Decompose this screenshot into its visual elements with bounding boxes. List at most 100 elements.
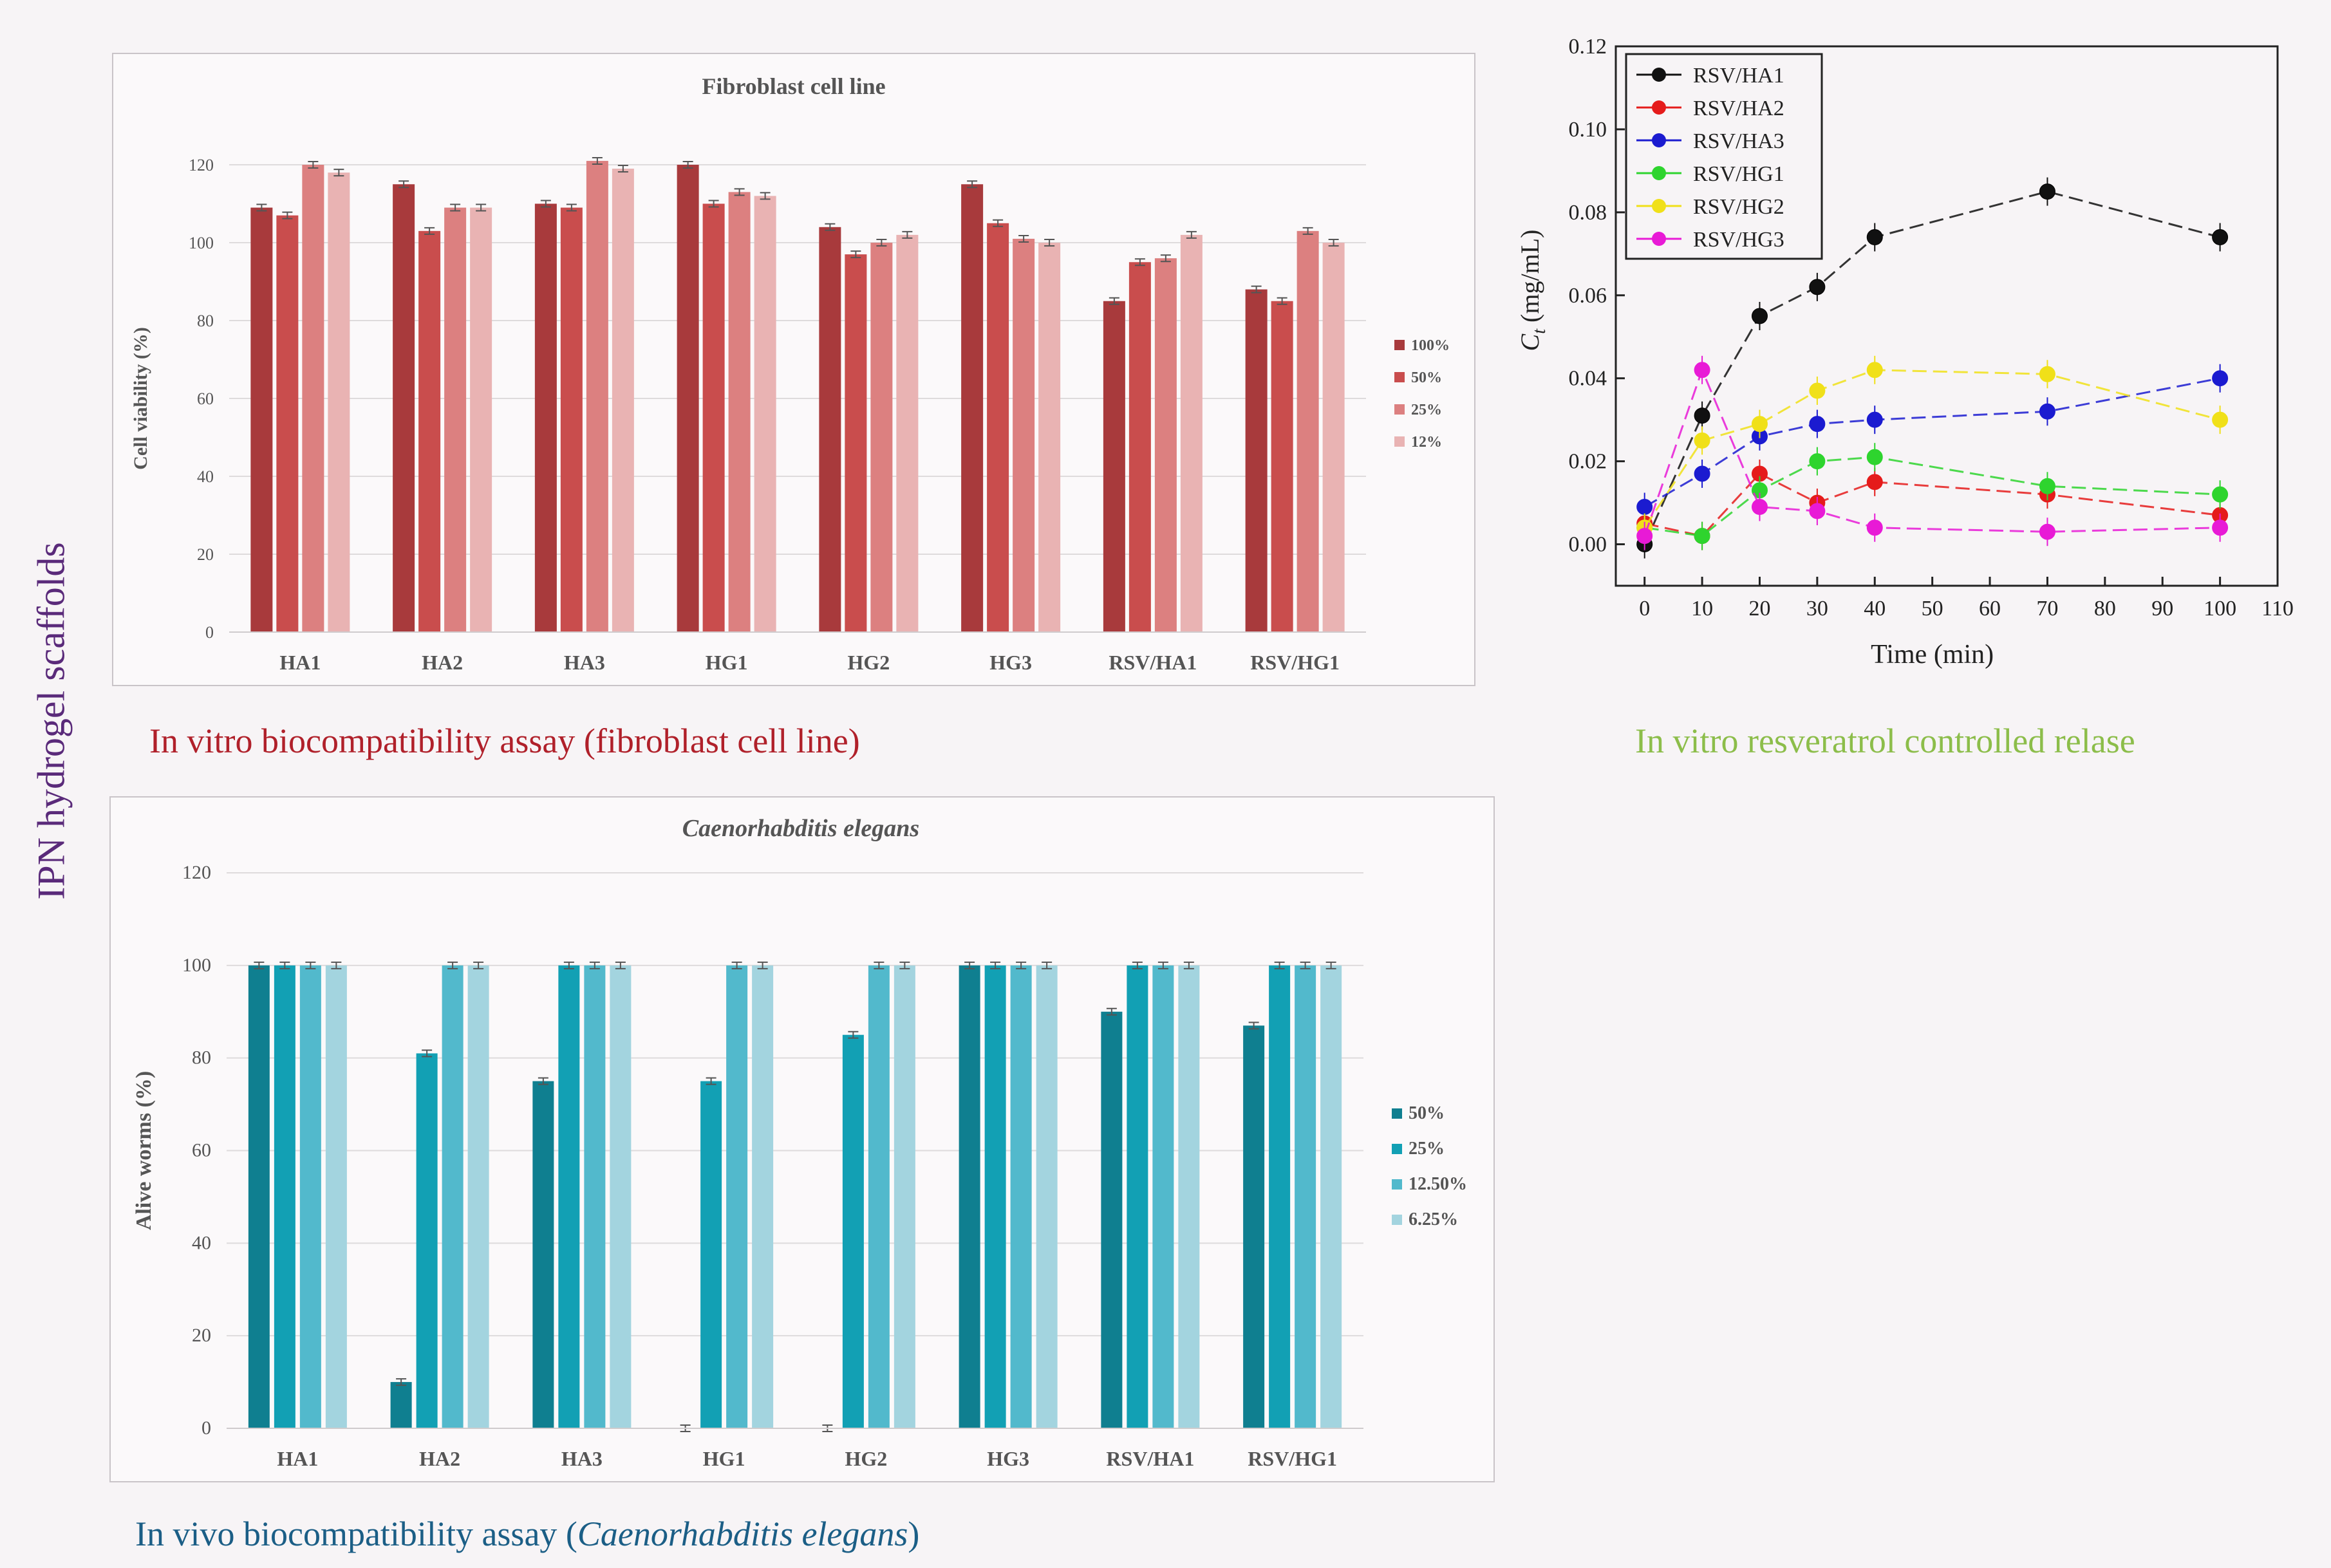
x-tick-label: 10 (1691, 597, 1713, 621)
legend-marker (1652, 232, 1666, 246)
data-point (1809, 503, 1826, 519)
x-axis-label: Time (min) (1871, 640, 1994, 669)
bar (1322, 243, 1345, 632)
bar (1154, 258, 1177, 632)
bar (302, 165, 324, 632)
legend-label: RSV/HG3 (1693, 228, 1784, 252)
y-tick-label: 20 (192, 1325, 211, 1346)
elegans-chart: 0 20 40 60 80 100 120 Caenorhabditis elegans Ali… (132, 815, 1467, 1470)
elegans-caption-species: Caenorhabditis elegans (577, 1515, 908, 1553)
x-category-label: HA3 (561, 1447, 603, 1470)
data-point (1636, 528, 1653, 545)
bar (1178, 965, 1200, 1428)
x-category-label: HG1 (703, 1447, 745, 1470)
elegans-caption: In vivo biocompatibility assay (Caenorha… (135, 1514, 919, 1554)
bar (612, 169, 634, 632)
bar (984, 965, 1006, 1428)
legend-marker (1652, 199, 1666, 213)
data-point (1694, 407, 1710, 424)
side-title: IPN hydrogel scaffolds (30, 542, 73, 900)
x-tick-label: 0 (1639, 597, 1650, 621)
bar (470, 207, 492, 632)
bar (1269, 965, 1291, 1428)
bar (250, 207, 273, 632)
bar (728, 192, 751, 633)
bar (987, 223, 1009, 632)
x-category-label: HA3 (564, 651, 605, 674)
bar (1271, 301, 1293, 632)
x-category-label: HA2 (422, 651, 463, 674)
bar (819, 227, 841, 632)
chart-title: Fibroblast cell line (702, 73, 885, 99)
bar (328, 173, 350, 633)
y-tick-label: 80 (197, 312, 214, 330)
bar (418, 230, 441, 633)
bar (1297, 230, 1319, 633)
y-tick-label: 40 (197, 467, 214, 486)
x-tick-label: 70 (2036, 597, 2058, 621)
bar (1101, 1011, 1123, 1428)
x-category-label: RSV/HG1 (1250, 651, 1340, 674)
data-point (2039, 478, 2055, 494)
release-chart-panel: 0.00 0.02 0.04 0.06 0.08 0.10 0.12 0 10 20 30 40 50 6… (1500, 26, 2318, 682)
bar (534, 203, 557, 632)
legend-swatch (1394, 404, 1405, 415)
legend-swatch (1392, 1144, 1402, 1154)
y-tick-label: 0.06 (1569, 284, 1607, 308)
legend-label: 6.25% (1409, 1209, 1458, 1229)
bar (586, 160, 608, 632)
release-caption: In vitro resveratrol controlled relase (1635, 722, 2135, 760)
bar (610, 965, 632, 1428)
bar (1127, 965, 1148, 1428)
bar (444, 207, 467, 632)
y-tick-label: 0.08 (1569, 201, 1607, 225)
y-tick-label: 100 (182, 955, 211, 976)
legend-label: RSV/HG1 (1693, 162, 1784, 186)
elegans-caption-suffix: ) (908, 1515, 920, 1553)
x-tick-label: 110 (2261, 597, 2294, 621)
data-point (1636, 499, 1653, 516)
legend-label: 12.50% (1409, 1174, 1467, 1194)
x-tick-label: 50 (1922, 597, 1943, 621)
data-point (2212, 519, 2229, 536)
bar (1036, 965, 1058, 1428)
bar (584, 965, 606, 1428)
x-tick-label: 40 (1864, 597, 1886, 621)
bar (1152, 965, 1174, 1428)
fibroblast-chart-panel: 0 20 40 60 80 100 120 Fibroblast cell line Cell … (112, 53, 1475, 686)
bar (959, 965, 980, 1428)
x-category-label: HG2 (847, 651, 890, 674)
data-point (1694, 528, 1710, 545)
data-point (1751, 499, 1768, 516)
x-category-label: RSV/HG1 (1248, 1447, 1337, 1470)
bar (274, 965, 295, 1428)
y-tick-label: 100 (189, 234, 214, 252)
y-tick-label: 0 (205, 623, 214, 642)
y-axis-label: Ct (mg/mL) (1515, 230, 1549, 351)
bar (1243, 1025, 1265, 1428)
bar (442, 965, 463, 1428)
data-point (2039, 403, 2055, 420)
legend-marker (1652, 100, 1666, 115)
data-point (1809, 279, 1826, 295)
bar (560, 207, 583, 632)
y-tick-label: 0.02 (1569, 450, 1607, 474)
y-axis-unit: (mg/mL) (1515, 230, 1544, 329)
y-tick-label: 120 (182, 862, 211, 883)
bar (1295, 965, 1316, 1428)
legend-swatch (1392, 1215, 1402, 1225)
data-point (2039, 183, 2055, 200)
data-point (2212, 411, 2229, 428)
legend-marker (1652, 166, 1666, 180)
legend-swatch (1394, 436, 1405, 447)
bar (754, 196, 776, 632)
bar (393, 184, 415, 632)
bar (299, 965, 321, 1428)
y-tick-label: 0.04 (1569, 367, 1607, 391)
bar (1013, 238, 1035, 632)
x-tick-label: 90 (2151, 597, 2173, 621)
data-point (1866, 229, 1883, 246)
bar (467, 965, 489, 1428)
y-tick-label: 60 (192, 1140, 211, 1161)
legend-label: 50% (1409, 1103, 1445, 1123)
